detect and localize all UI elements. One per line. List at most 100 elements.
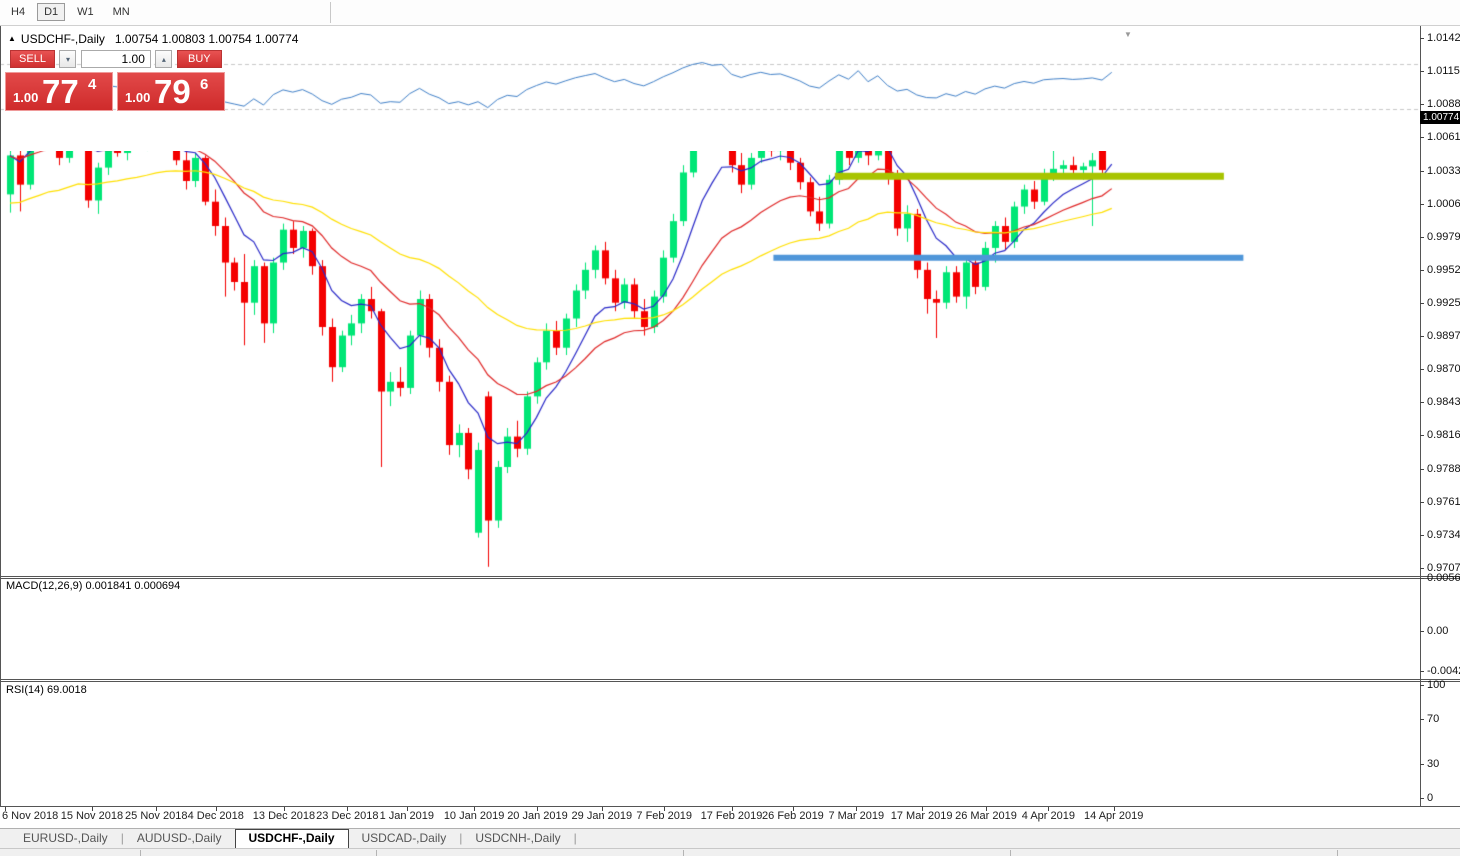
current-price-tag: 1.00774 <box>1420 111 1460 124</box>
price-axis-label: 1.01425 <box>1427 32 1460 44</box>
macd-axis-label: -0.004226 <box>1427 664 1460 677</box>
rsi-indicator-canvas[interactable] <box>0 26 1420 151</box>
date-axis-label: 23 Dec 2018 <box>316 810 379 822</box>
chart-window: ▲ USDCHF-,Daily 1.00754 1.00803 1.00754 1.… <box>0 26 1460 826</box>
statusbar-tick <box>1337 850 1338 856</box>
sell-price-box[interactable]: 1.00 77 4 <box>5 72 113 111</box>
statusbar-tick <box>683 850 684 856</box>
date-tick <box>1048 807 1050 811</box>
date-axis-label: 26 Mar 2019 <box>955 810 1017 822</box>
tab-separator: | <box>459 831 463 845</box>
price-axis-label: 0.97885 <box>1427 462 1460 475</box>
price-axis-label: 1.00065 <box>1427 197 1460 210</box>
chart-ohlc-values: 1.00754 1.00803 1.00754 1.00774 <box>114 32 299 46</box>
chart-tab-usdcnh[interactable]: USDCNH-,Daily <box>475 831 561 845</box>
timeframe-button-d1[interactable]: D1 <box>37 3 66 21</box>
date-axis-label: 14 Apr 2019 <box>1084 810 1144 822</box>
date-tick <box>156 807 158 811</box>
date-tick <box>406 807 408 811</box>
date-axis-label: 20 Jan 2019 <box>507 810 568 822</box>
bid-price-prefix: 1.00 <box>13 90 39 105</box>
axis-tick <box>1420 38 1424 39</box>
macd-splitter-2[interactable] <box>0 578 1460 579</box>
price-axis-label: 1.01155 <box>1427 64 1460 77</box>
price-axis-label: 1.00610 <box>1427 131 1460 144</box>
buy-button[interactable]: BUY <box>176 50 222 68</box>
timeframe-toolbar: H4 D1 W1 MN <box>0 0 1460 26</box>
sell-button[interactable]: SELL <box>10 50 55 68</box>
date-axis-label: 26 Feb 2019 <box>762 810 824 822</box>
ask-price-point: 6 <box>200 76 209 93</box>
date-tick <box>921 807 923 811</box>
volume-increase-button[interactable]: ▴ <box>155 50 173 68</box>
timeframe-button-h4[interactable]: H4 <box>11 6 26 18</box>
axis-tick <box>1420 435 1424 437</box>
ask-price-prefix: 1.00 <box>125 90 151 105</box>
chart-shift-marker-icon[interactable]: ▼ <box>1124 30 1132 39</box>
date-tick <box>5 807 7 811</box>
toolbar-separator <box>330 2 331 23</box>
macd-axis-label: 0.005602 <box>1427 572 1460 584</box>
date-tick <box>91 807 93 811</box>
volume-decrease-button[interactable]: ▾ <box>59 50 77 68</box>
date-tick <box>985 807 987 811</box>
axis-tick <box>1420 718 1424 720</box>
buy-price-box[interactable]: 1.00 79 6 <box>117 72 225 111</box>
price-axis-label: 0.98975 <box>1427 330 1460 343</box>
tab-separator: | <box>573 831 577 845</box>
date-axis-label: 25 Nov 2018 <box>125 810 188 822</box>
date-scale-border <box>0 806 1460 807</box>
chart-tab-audusd[interactable]: AUDUSD-,Daily <box>136 831 222 845</box>
axis-tick <box>1420 203 1424 205</box>
chart-tab-bar: EURUSD-,Daily | AUDUSD-,Daily USDCHF-,Daily… <box>0 828 1460 849</box>
collapse-panel-icon[interactable]: ▲ <box>8 34 16 43</box>
date-axis-label: 6 Nov 2018 <box>2 810 59 822</box>
date-tick <box>537 807 539 811</box>
trade-controls-row: SELL ▾ ▴ BUY <box>10 50 222 68</box>
axis-tick <box>1420 798 1424 799</box>
date-tick <box>792 807 794 811</box>
price-axis-label: 0.98705 <box>1427 363 1460 376</box>
date-tick <box>283 807 285 811</box>
bid-price-big: 77 <box>42 73 79 110</box>
rsi-axis-label: 0 <box>1427 792 1434 804</box>
bid-price-point: 4 <box>88 76 97 93</box>
macd-splitter[interactable] <box>0 576 1460 577</box>
date-axis-label: 4 Apr 2019 <box>1021 810 1075 822</box>
date-tick <box>474 807 476 811</box>
timeframe-button-w1[interactable]: W1 <box>77 6 94 18</box>
date-tick <box>856 807 858 811</box>
volume-input[interactable] <box>80 50 151 68</box>
axis-tick <box>1420 670 1424 672</box>
axis-tick <box>1420 104 1424 106</box>
date-axis-label: 13 Dec 2018 <box>252 810 316 822</box>
chart-tab-eurusd[interactable]: EURUSD-,Daily <box>23 831 108 845</box>
date-axis-label: 1 Jan 2019 <box>379 810 435 822</box>
chart-tab-usdcad[interactable]: USDCAD-,Daily <box>361 831 447 845</box>
rsi-label: RSI(14) 69.0018 <box>6 684 87 696</box>
timeframe-button-mn[interactable]: MN <box>112 6 130 18</box>
rsi-splitter[interactable] <box>0 679 1460 680</box>
axis-tick <box>1420 137 1424 139</box>
statusbar-tick <box>140 850 141 856</box>
date-axis-label: 17 Feb 2019 <box>700 810 763 822</box>
axis-tick <box>1420 578 1424 579</box>
tab-separator: | <box>120 831 124 845</box>
axis-tick <box>1420 402 1424 404</box>
date-axis-label: 17 Mar 2019 <box>890 810 953 822</box>
chart-tab-usdchf[interactable]: USDCHF-,Daily <box>234 829 349 849</box>
axis-tick <box>1420 369 1424 371</box>
rsi-splitter-2[interactable] <box>0 681 1460 682</box>
axis-tick <box>1420 70 1424 72</box>
date-tick <box>731 807 733 811</box>
date-tick <box>1113 807 1115 811</box>
date-tick <box>215 807 217 811</box>
date-axis-label: 4 Dec 2018 <box>187 810 244 822</box>
